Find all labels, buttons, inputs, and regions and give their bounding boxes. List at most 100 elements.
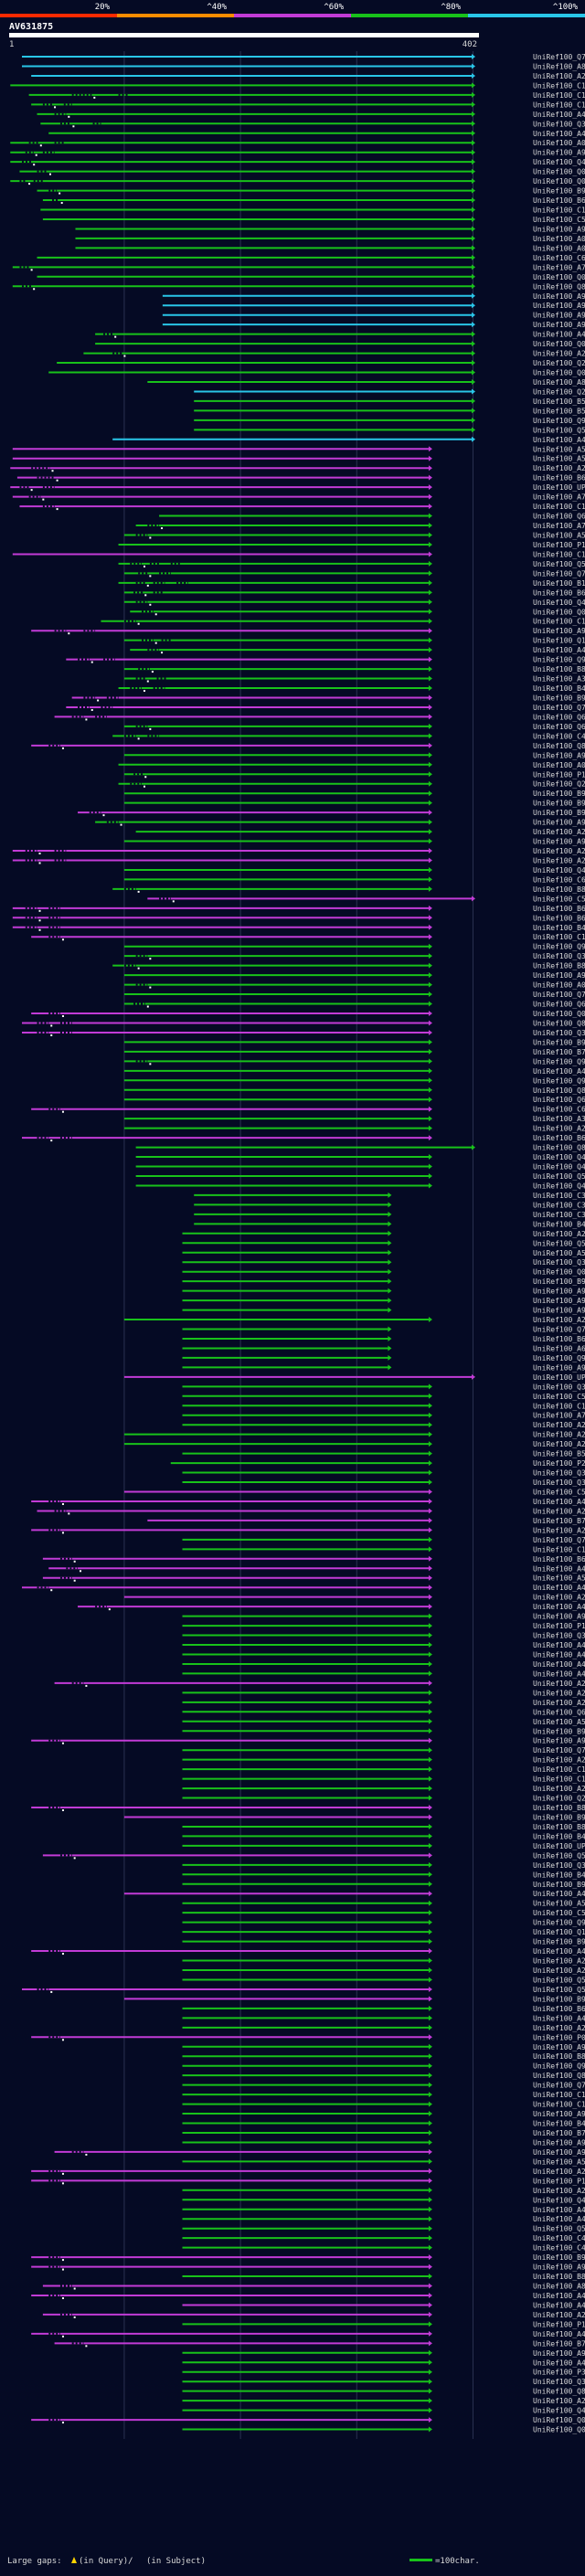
- hit-row: UniRef100_A2YV18: [12, 856, 585, 864]
- hit-gap-marker: [42, 498, 45, 501]
- hit-row: UniRef100_B9SEZ7: [37, 187, 585, 196]
- hit-label: UniRef100_A9NRY9: [533, 1613, 585, 1621]
- hit-label: UniRef100_A9SE75: [533, 149, 585, 157]
- hit-arrowhead: [428, 1393, 432, 1399]
- hit-arrowhead: [428, 2292, 432, 2298]
- legend-large-gaps: Large gaps:: [7, 2557, 62, 2566]
- hit-label: UniRef100_Q69P91: [533, 1096, 585, 1104]
- hit-arrowhead: [428, 2417, 432, 2423]
- hit-label: UniRef100_A9RS75: [533, 1307, 585, 1315]
- hit-row: UniRef100_A2YI04: [135, 828, 585, 836]
- hit-gap-marker: [93, 96, 96, 99]
- hit-arrowhead: [428, 2398, 432, 2404]
- hit-arrowhead: [428, 723, 432, 729]
- hit-label: UniRef100_B9T4T2: [533, 1727, 585, 1735]
- hit-row: UniRef100_Q6Z7Q1: [182, 1708, 585, 1716]
- hit-arrowhead: [472, 216, 475, 222]
- hit-arrowhead: [428, 1690, 432, 1696]
- hit-label: UniRef100_A8MPQ5: [533, 2283, 585, 2291]
- hit-gap-marker: [154, 613, 157, 616]
- hit-label: UniRef100_C5TLU9: [533, 1393, 585, 1401]
- hit-row: UniRef100_B6TXL9: [182, 1335, 585, 1343]
- hit-label: UniRef100_C6TED2: [533, 254, 585, 262]
- hit-row: UniRef100_A4Y3I6: [112, 436, 585, 444]
- hit-row: UniRef100_Q8RV18: [123, 1087, 585, 1095]
- hit-label: UniRef100_UP1000..: [533, 1373, 585, 1382]
- identity-scale-label: 20%: [95, 3, 111, 12]
- identity-scale-label: ^100%: [553, 3, 579, 12]
- hit-gap-marker: [61, 2296, 64, 2299]
- hit-label: UniRef100_Q9STX6: [533, 1354, 585, 1362]
- hit-gap-marker: [73, 2287, 76, 2290]
- hit-arrowhead: [428, 1489, 432, 1495]
- hit-arrowhead: [428, 1814, 432, 1820]
- hit-label: UniRef100_A2YV21: [533, 2187, 585, 2195]
- hit-row: UniRef100_A4S9S4: [31, 1498, 585, 1506]
- identity-scale-label: ^40%: [207, 3, 227, 12]
- hit-label: UniRef100_Q3B9U6: [533, 952, 585, 960]
- hit-gap-marker: [123, 355, 126, 357]
- hit-row: UniRef100_C6T858: [31, 1106, 585, 1114]
- hit-row: UniRef100_A4YYT3: [182, 2014, 585, 2022]
- hit-label: UniRef100_A5Y739: [533, 2157, 585, 2166]
- hit-arrowhead: [428, 1957, 432, 1964]
- hit-row: UniRef100_B4FV94: [12, 924, 585, 932]
- hit-label: UniRef100_Q3BSK5: [533, 120, 585, 128]
- hit-arrowhead: [428, 1106, 432, 1112]
- hit-arrowhead: [428, 1460, 432, 1467]
- hit-row: UniRef100_A2YV17: [182, 1699, 585, 1707]
- hit-arrowhead: [428, 1077, 432, 1084]
- hit-row: UniRef100_B9SL95: [31, 2253, 585, 2262]
- hit-label: UniRef100_A2ZB02: [533, 1507, 585, 1515]
- hit-label: UniRef100_A9TB05: [533, 321, 585, 329]
- hit-label: UniRef100_A4RPN0: [533, 1564, 585, 1573]
- hit-label: UniRef100_B9SL95: [533, 2253, 585, 2262]
- hit-row: UniRef100_Q0D746: [48, 369, 585, 377]
- hit-row: UniRef100_A4QP12: [182, 2301, 585, 2309]
- hit-row: UniRef100_C4PQP4: [182, 2244, 585, 2253]
- hit-label: UniRef100_A4QPK1: [533, 331, 585, 339]
- hit-label: UniRef100_B9NUE0: [533, 1881, 585, 1889]
- hit-label: UniRef100_A4U0L2: [533, 2330, 585, 2338]
- hit-arrowhead: [472, 159, 475, 165]
- hit-gap-marker: [146, 680, 149, 683]
- hit-arrowhead: [472, 187, 475, 194]
- hit-label: UniRef100_C1EF74: [533, 1776, 585, 1784]
- hit-row: UniRef100_A2YT68: [182, 2024, 585, 2032]
- hit-label: UniRef100_Q8Y0H1: [533, 742, 585, 750]
- hit-label: UniRef100_Q7VAC6: [533, 704, 585, 712]
- hit-row: UniRef100_A7T6N4: [135, 522, 585, 530]
- hit-row: UniRef100_B9R9G2: [123, 1995, 585, 2003]
- hit-arrowhead: [428, 819, 432, 825]
- hit-label: UniRef100_A4QP40: [533, 1670, 585, 1678]
- hit-row: UniRef100_A5BAU6: [182, 1249, 585, 1257]
- hit-arrowhead: [388, 1307, 392, 1313]
- hit-arrowhead: [428, 838, 432, 844]
- hit-label: UniRef100_Q62L95: [533, 1001, 585, 1009]
- hit-label: UniRef100_Q4A481: [533, 1182, 585, 1190]
- hit-row: UniRef100_A2Z0G4: [123, 1125, 585, 1133]
- hit-arrowhead: [428, 1604, 432, 1610]
- hit-row: UniRef100_A9P8U6: [31, 1737, 585, 1745]
- hit-arrowhead: [472, 417, 475, 423]
- hit-gap-marker: [61, 1502, 64, 1505]
- hit-row: UniRef100_B7KSJ5: [54, 2339, 585, 2348]
- hit-label: UniRef100_B6TNZ8: [533, 905, 585, 913]
- hit-row: UniRef100_A4RFF4: [130, 646, 585, 654]
- hit-label: UniRef100_Q5Q9J8: [533, 426, 585, 434]
- hit-gap-marker: [61, 2182, 64, 2185]
- hit-label: UniRef100_A9TV00: [533, 751, 585, 759]
- hit-arrowhead: [472, 398, 475, 404]
- hit-label: UniRef100_A0JPR5: [533, 761, 585, 769]
- hit-arrowhead: [472, 82, 475, 89]
- hit-row: UniRef100_B4FYE9: [194, 1220, 585, 1228]
- hit-label: UniRef100_B4YY81: [533, 684, 585, 693]
- hit-row: UniRef100_C3UVR8: [194, 1211, 585, 1219]
- hit-row: UniRef100_Q62L95: [123, 1001, 585, 1009]
- hit-arrowhead: [428, 1383, 432, 1390]
- hit-row: UniRef100_A4S9N9: [48, 130, 585, 138]
- hit-label: UniRef100_A2ZV13: [533, 1316, 585, 1324]
- hit-row: UniRef100_Q43485: [135, 1153, 585, 1161]
- hit-arrowhead: [472, 896, 475, 902]
- axis-end-label: 402: [463, 40, 477, 49]
